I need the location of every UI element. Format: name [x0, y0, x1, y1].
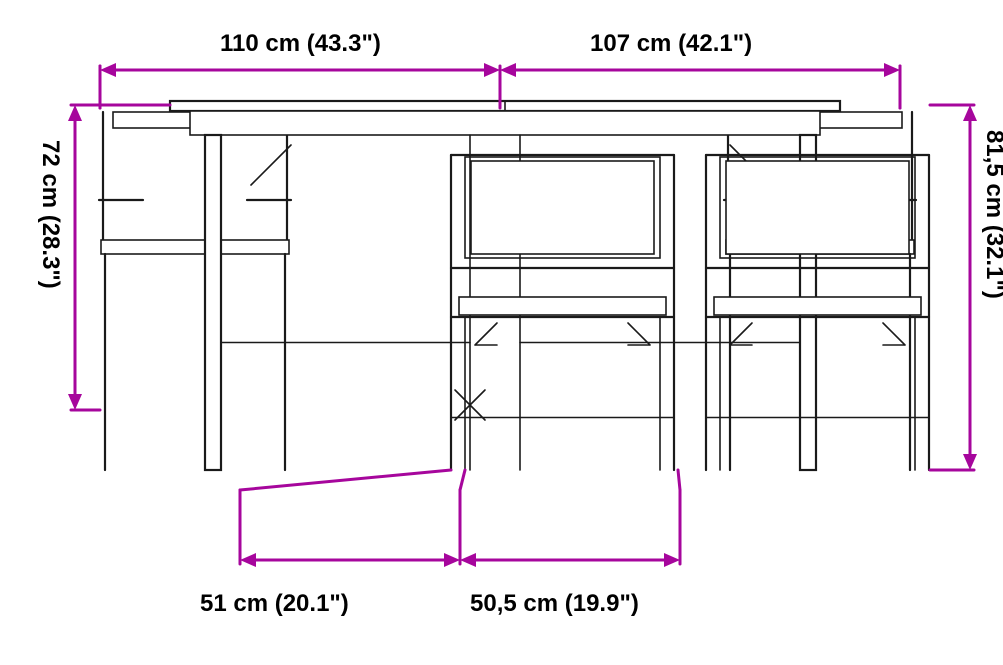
- dim-right-label: 81,5 cm (32.1"): [980, 130, 1003, 299]
- dim-top-right-label: 107 cm (42.1"): [590, 30, 752, 58]
- dim-bot-left-label: 51 cm (20.1"): [200, 590, 349, 618]
- furniture-dimension-diagram: [0, 0, 1003, 665]
- dim-bot-right-label: 50,5 cm (19.9"): [470, 590, 639, 618]
- dim-top-left-label: 110 cm (43.3"): [220, 30, 381, 58]
- dim-left-label: 72 cm (28.3"): [36, 140, 64, 289]
